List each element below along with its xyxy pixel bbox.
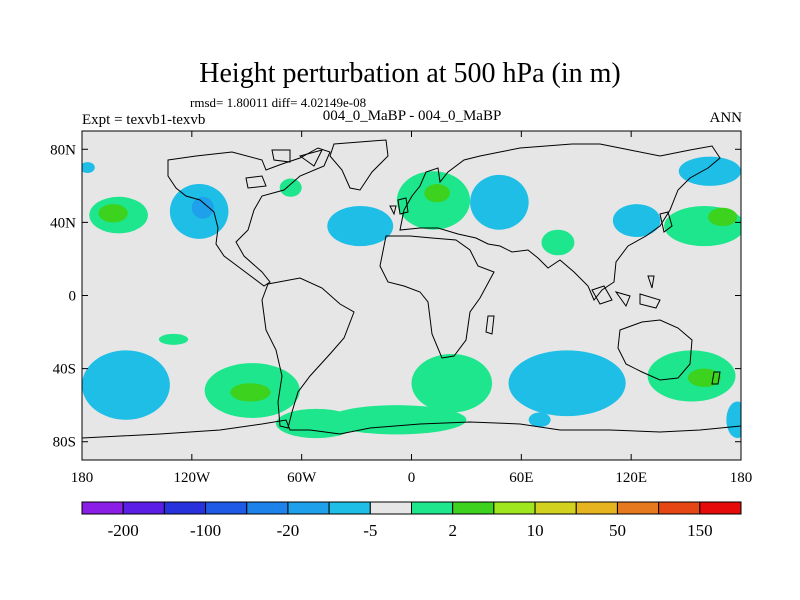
anomaly-neg-low-5 — [327, 205, 394, 247]
colorbar-swatch-8 — [411, 501, 454, 515]
anomaly-pos-low-9 — [541, 229, 575, 256]
y-tick-label-1: 40N — [50, 215, 76, 231]
colorbar-label-1: -100 — [190, 521, 221, 540]
colorbar-label-5: 10 — [527, 521, 544, 540]
coastline-japan — [659, 211, 673, 233]
coastline-antarctica — [82, 419, 741, 439]
colorbar-label-7: 150 — [687, 521, 713, 540]
anomaly-neg-low-23 — [528, 412, 551, 428]
colorbar-label-6: 50 — [609, 521, 626, 540]
colorbar-swatch-1 — [122, 501, 165, 515]
coastline-africa — [379, 235, 495, 359]
colorbar-swatch-7 — [369, 501, 412, 515]
center-label: 004_0_MaBP - 004_0_MaBP — [323, 108, 502, 124]
x-tick-label-4: 60E — [509, 470, 533, 486]
coastline-madagascar — [485, 315, 495, 335]
x-tick-label-1: 120W — [173, 470, 211, 486]
anomaly-layer — [82, 156, 741, 439]
x-tick-label-3: 0 — [408, 470, 416, 486]
colorbar-swatch-3 — [205, 501, 248, 515]
chart-title: Height perturbation at 500 hPa (in m) — [199, 58, 620, 89]
right-label: ANN — [710, 110, 743, 126]
colorbar-swatch-12 — [575, 501, 618, 515]
anomaly-pos-high-7 — [424, 184, 450, 203]
colorbar-swatch-14 — [658, 501, 701, 515]
x-axis: 180 120W 60W 0 60E 120E 180 — [71, 131, 753, 486]
colorbar-swatch-5 — [287, 501, 330, 515]
y-tick-label-4: 80S — [53, 435, 76, 451]
colorbar-swatch-0 — [81, 501, 124, 515]
stats-label: rmsd= 1.80011 diff= 4.02149e-08 — [190, 95, 366, 110]
coastline-layer — [82, 139, 741, 439]
y-tick-label-3: 40S — [53, 362, 76, 378]
colorbar-swatch-4 — [246, 501, 289, 515]
anomaly-pos-low-15 — [158, 333, 189, 345]
coastline-canadian-islands — [245, 149, 323, 189]
coastline-eurasia — [399, 143, 721, 301]
colorbar-swatch-2 — [163, 501, 207, 515]
x-tick-label-6: 180 — [730, 470, 753, 486]
colorbar-swatch-13 — [616, 501, 660, 515]
y-tick-label-0: 80N — [50, 142, 76, 158]
anomaly-pos-high-12 — [708, 207, 738, 227]
anomaly-neg-low-13 — [678, 156, 741, 186]
anomaly-neg-low-10 — [612, 204, 661, 238]
y-axis: 80N 40N 0 40S 80S — [50, 142, 741, 451]
y-tick-label-2: 0 — [69, 289, 77, 305]
coastline-british-isles — [389, 197, 409, 216]
anomaly-pos-high-18 — [230, 383, 271, 402]
anomaly-pos-low-21 — [411, 353, 493, 413]
colorbar-label-2: -20 — [277, 521, 300, 540]
anomaly-neg-low-26 — [726, 401, 741, 439]
x-tick-label-0: 180 — [71, 470, 94, 486]
colorbar-swatch-15 — [699, 501, 742, 515]
x-tick-label-2: 60W — [287, 470, 317, 486]
colorbar-label-3: -5 — [363, 521, 377, 540]
coastline-maritime-asia — [591, 275, 661, 309]
colorbar: -200 -100 -20 -5 2 10 50 150 — [81, 501, 742, 540]
coastline-new-zealand — [711, 371, 721, 385]
coastline-north-america — [167, 147, 331, 287]
anomaly-pos-low-4 — [279, 178, 302, 197]
anomaly-pos-high-1 — [98, 204, 128, 223]
colorbar-label-0: -200 — [108, 521, 139, 540]
x-tick-label-5: 120E — [615, 470, 647, 486]
colorbar-label-4: 2 — [448, 521, 457, 540]
coastline-greenland — [329, 139, 389, 191]
coastline-south-america — [261, 277, 355, 429]
anomaly-neg-low-16 — [82, 350, 170, 420]
colorbar-swatch-6 — [328, 501, 371, 515]
anomaly-pos-low-20 — [327, 405, 467, 435]
anomaly-neg-low-14 — [82, 162, 95, 174]
left-label: Expt = texvb1-texvb — [82, 112, 205, 128]
colorbar-swatch-10 — [493, 501, 536, 515]
colorbar-swatch-11 — [534, 501, 577, 515]
anomaly-neg-low-8 — [470, 174, 529, 230]
anomaly-neg-high-3 — [191, 196, 214, 219]
colorbar-swatch-9 — [452, 501, 495, 515]
anomaly-neg-low-22 — [508, 350, 626, 417]
coastline-australia — [617, 319, 693, 381]
